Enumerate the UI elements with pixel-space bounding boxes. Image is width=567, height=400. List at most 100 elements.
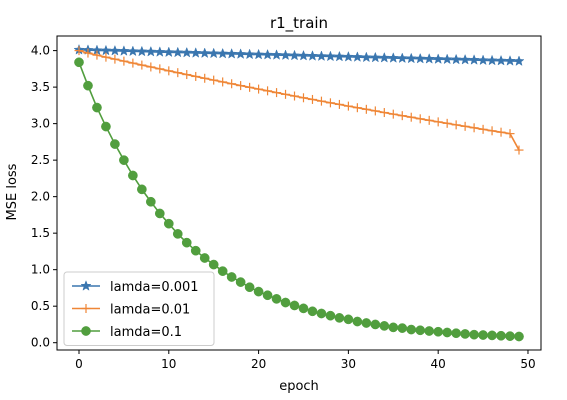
- series-3-point-45: [478, 330, 488, 340]
- series-1-point-10: [163, 46, 175, 58]
- series-1-point-5: [118, 45, 130, 56]
- series-3-point-35: [388, 322, 399, 333]
- y-tick-label-5: 2.5: [31, 153, 50, 167]
- series-3-point-5: [119, 155, 129, 165]
- series-2-point-20: [254, 84, 264, 94]
- series-1-point-13: [190, 47, 202, 58]
- series-3-point-15: [208, 259, 219, 270]
- series-2-point-33: [370, 106, 380, 116]
- series-2-point-21: [263, 86, 273, 96]
- series-3-point-34: [379, 321, 390, 331]
- x-tick-label-2: 20: [251, 357, 266, 371]
- series-1-point-30: [342, 50, 355, 62]
- series-2-point-13: [191, 71, 201, 81]
- series-1-point-47: [495, 54, 507, 66]
- series-2-point-30: [343, 101, 353, 111]
- series-2-point-44: [469, 123, 479, 133]
- x-tick-label-3: 30: [341, 357, 356, 371]
- series-2-point-11: [173, 68, 183, 78]
- series-3-point-22: [271, 294, 282, 304]
- series-3-point-38: [415, 325, 426, 336]
- y-tick-label-0: 0.0: [31, 336, 50, 350]
- legend-item-2: lamda=0.01: [72, 303, 190, 318]
- series-2-point-40: [433, 117, 443, 127]
- series-1-point-18: [235, 48, 247, 59]
- series-2-point-2: [92, 50, 102, 60]
- axes: 0 10 20 30 40 50 0.0 0.5 1.0 1.5 2.0 2.5 3.0 3.5 4.0: [31, 35, 542, 371]
- series-2-point-39: [424, 115, 434, 125]
- series-2-point-3: [101, 52, 111, 62]
- series-3-point-33: [370, 319, 381, 330]
- series-3: [74, 57, 524, 342]
- series-1-point-24: [288, 49, 301, 61]
- series-3-point-31: [352, 316, 363, 327]
- series-1-point-7: [136, 45, 148, 57]
- series-2-point-36: [397, 111, 407, 121]
- series-1-point-22: [270, 49, 283, 60]
- series-2-point-41: [442, 118, 452, 128]
- series-2-point-7: [137, 60, 147, 70]
- series-1-point-31: [351, 51, 363, 62]
- series-3-point-10: [163, 218, 174, 229]
- series-2-point-23: [281, 89, 291, 99]
- series-2-point-43: [460, 121, 470, 131]
- series-2-point-19: [245, 82, 255, 92]
- series-1-point-11: [172, 46, 184, 58]
- series-3-point-27: [316, 308, 327, 319]
- y-axis-label: MSE loss: [5, 163, 20, 220]
- series-3-point-3: [101, 121, 111, 132]
- series-1-point-48: [504, 55, 516, 66]
- y-tick-label-3: 1.5: [31, 226, 50, 240]
- series-2-point-47: [496, 127, 506, 137]
- legend-marker-3: [81, 326, 91, 336]
- series-1-point-12: [181, 46, 193, 58]
- series-1-point-19: [243, 48, 256, 60]
- plot-frame: [56, 35, 542, 351]
- series-2-point-0: [74, 46, 84, 56]
- series-2-point-27: [316, 96, 326, 106]
- series-3-point-11: [172, 229, 183, 239]
- series-3-point-7: [137, 184, 147, 195]
- series-1-point-9: [154, 46, 166, 57]
- series-1-point-43: [459, 53, 471, 65]
- series-2-point-6: [128, 58, 138, 68]
- series-1-point-20: [252, 48, 265, 60]
- series-3-point-26: [307, 306, 318, 317]
- series-1-point-8: [145, 45, 157, 57]
- series-3-point-28: [325, 310, 336, 321]
- series-2-point-38: [415, 114, 425, 124]
- legend-box: [63, 271, 215, 346]
- series-1-point-46: [486, 54, 498, 66]
- series-1: [73, 43, 525, 66]
- series-1-point-29: [333, 50, 346, 62]
- x-axis-label: epoch: [279, 379, 319, 394]
- series-3-point-12: [181, 237, 192, 248]
- y-tick-label-1: 0.5: [31, 299, 50, 313]
- series-2-point-42: [451, 120, 461, 130]
- series-1-point-4: [109, 44, 121, 56]
- series-1-point-37: [405, 52, 417, 64]
- legend-item-3: lamda=0.1: [72, 325, 182, 340]
- series-3-point-37: [406, 324, 417, 335]
- series-3-point-14: [199, 253, 210, 263]
- series-3-point-24: [289, 300, 300, 311]
- series-1-point-34: [378, 51, 390, 63]
- series-2-point-15: [209, 75, 219, 85]
- series-3-point-36: [397, 323, 408, 333]
- series-3-point-47: [496, 330, 506, 341]
- series-3-point-19: [244, 282, 255, 293]
- series-2-point-26: [307, 94, 317, 104]
- series-1-point-26: [306, 50, 319, 61]
- series-2-point-29: [334, 99, 344, 109]
- series-2-point-45: [478, 124, 488, 134]
- series-2-point-49: [514, 145, 524, 155]
- series-3-point-9: [154, 208, 165, 219]
- series-2-point-17: [227, 79, 237, 89]
- y-tick-label-4: 2.0: [31, 190, 50, 204]
- x-tick-label-0: 0: [75, 357, 83, 371]
- series-2-point-32: [361, 104, 371, 114]
- series-2-point-24: [290, 91, 300, 101]
- series-1-point-23: [279, 49, 292, 61]
- series-2-point-28: [325, 98, 335, 108]
- legend-marker-2: [81, 304, 91, 313]
